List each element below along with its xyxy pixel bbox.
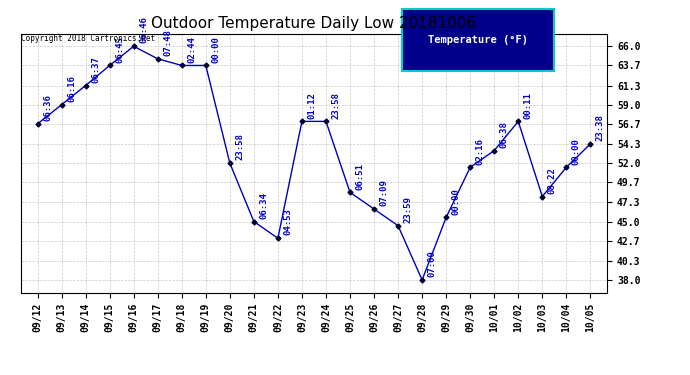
Text: 01:12: 01:12	[308, 92, 317, 118]
Text: 02:16: 02:16	[475, 138, 485, 165]
Text: 06:34: 06:34	[259, 192, 268, 219]
Text: 23:38: 23:38	[596, 114, 605, 141]
Title: Outdoor Temperature Daily Low 20181006: Outdoor Temperature Daily Low 20181006	[151, 16, 477, 31]
Text: 00:00: 00:00	[211, 36, 220, 63]
Text: Temperature (°F): Temperature (°F)	[428, 35, 529, 45]
Text: 04:53: 04:53	[284, 209, 293, 236]
Text: 07:00: 07:00	[428, 251, 437, 277]
Text: 06:16: 06:16	[67, 75, 76, 102]
Text: 00:11: 00:11	[524, 92, 533, 118]
Text: 06:38: 06:38	[500, 121, 509, 148]
Text: 06:36: 06:36	[43, 94, 52, 121]
Text: 07:48: 07:48	[164, 29, 172, 56]
Text: 06:37: 06:37	[91, 56, 100, 83]
Text: 06:46: 06:46	[139, 16, 148, 44]
Text: 06:45: 06:45	[115, 36, 124, 63]
Text: Copyright 2018 Cartronics.net: Copyright 2018 Cartronics.net	[21, 34, 155, 43]
Text: 00:00: 00:00	[452, 188, 461, 214]
Text: 00:00: 00:00	[572, 138, 581, 165]
Text: 23:59: 23:59	[404, 196, 413, 223]
Text: 07:09: 07:09	[380, 179, 388, 206]
Text: 06:51: 06:51	[355, 163, 364, 189]
Text: 02:44: 02:44	[187, 36, 196, 63]
Text: 08:22: 08:22	[548, 167, 557, 194]
Text: 23:58: 23:58	[235, 134, 244, 160]
Text: 23:58: 23:58	[331, 92, 341, 118]
